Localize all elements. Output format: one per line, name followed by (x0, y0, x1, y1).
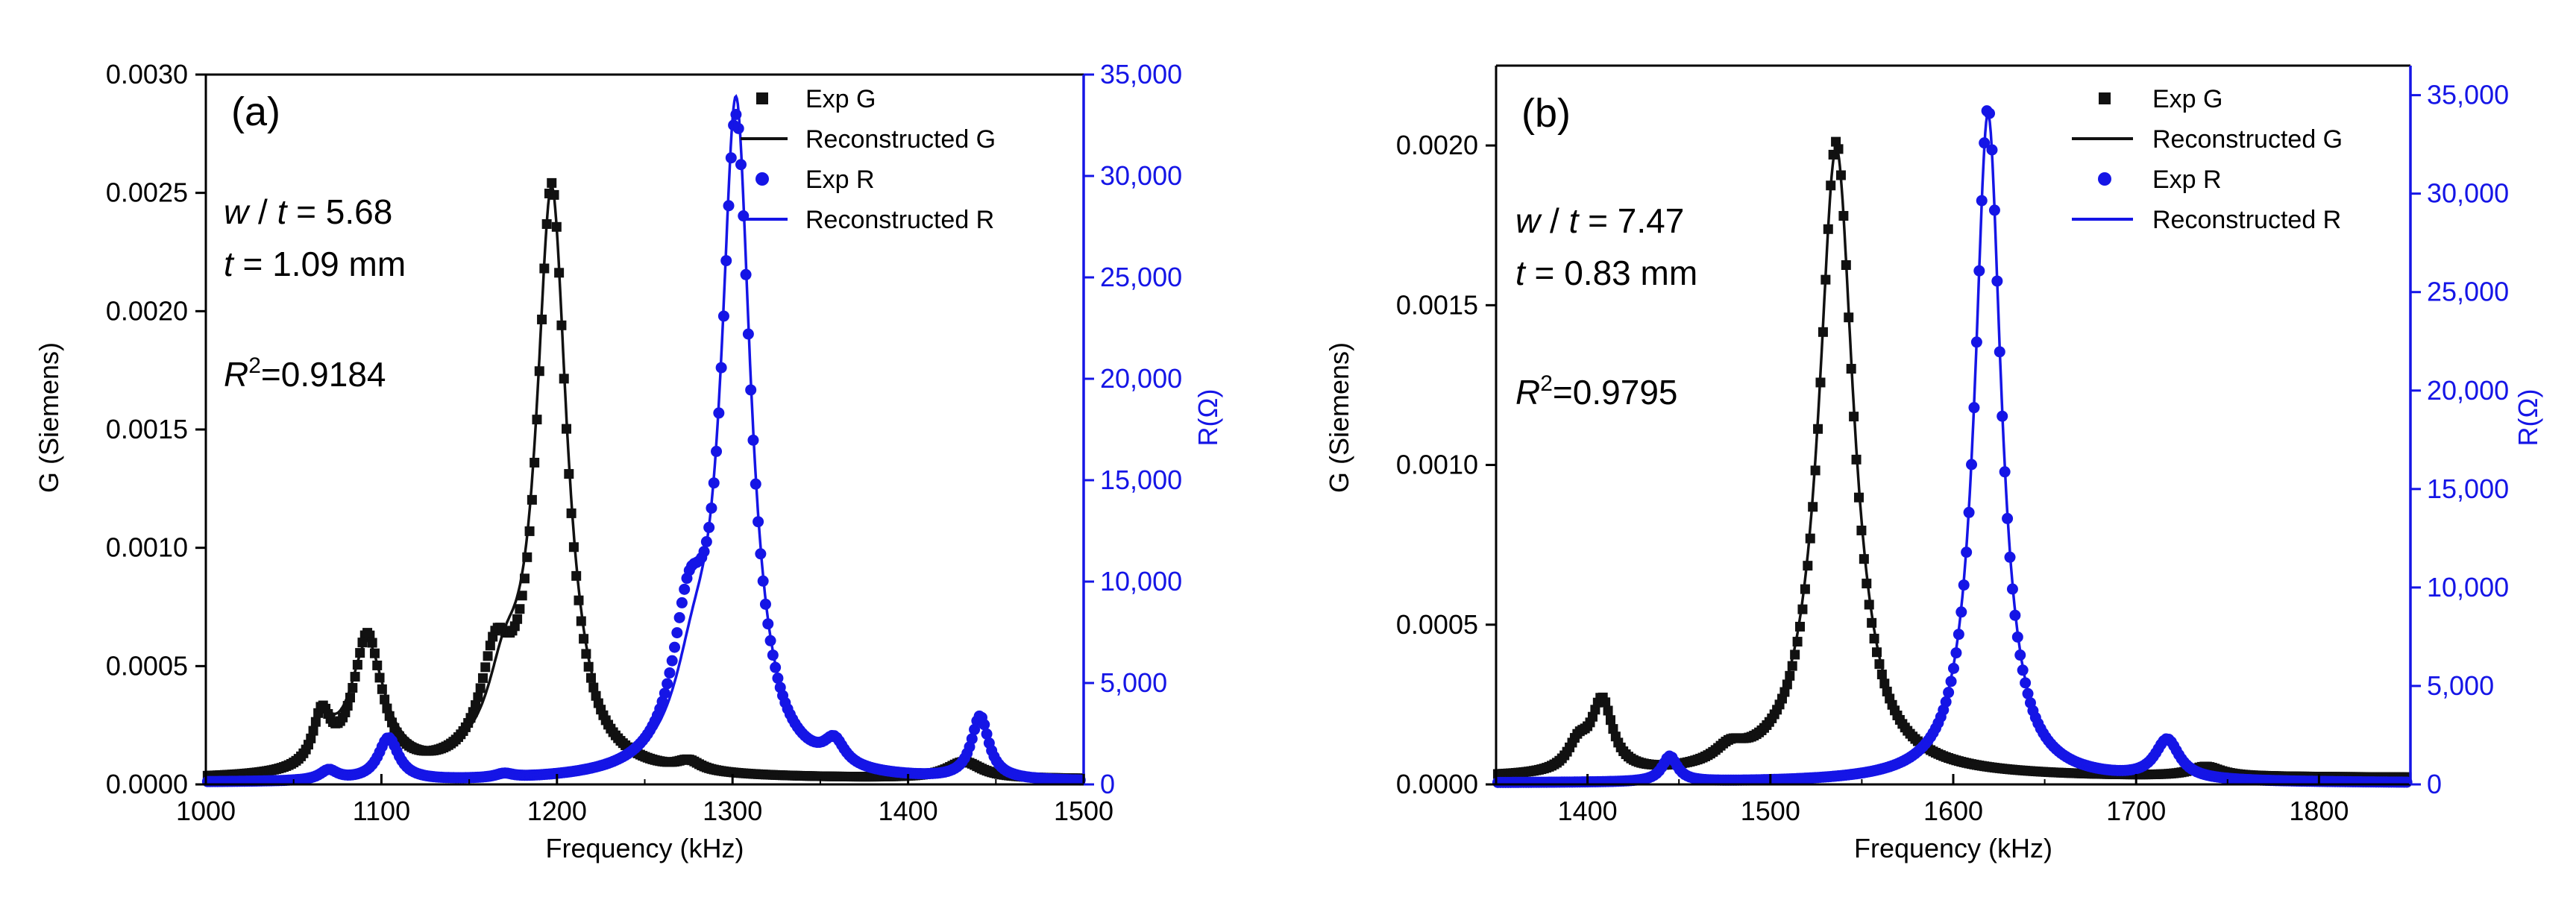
exp-g-point (475, 683, 486, 693)
x-tick-label: 1400 (1558, 796, 1618, 826)
y-tick-label: 0.0030 (106, 59, 188, 89)
exp-r-point (666, 655, 678, 667)
y2-tick-label: 10,000 (1100, 566, 1182, 597)
exp-r-point (664, 667, 676, 679)
y-axis-label: G (Siemens) (34, 342, 64, 493)
annotation-ratio: w / t = 5.68 (224, 192, 392, 231)
legend-label: Reconstructed G (2152, 125, 2343, 154)
x-tick-label: 1400 (879, 796, 938, 826)
legend: Exp G Reconstructed G Exp R Reconstructed R (741, 85, 996, 234)
x-axis-label: Frequency (kHz) (545, 833, 744, 863)
y-tick-label: 0.0000 (1396, 769, 1478, 799)
y2-tick-label: 15,000 (1100, 465, 1182, 495)
y2-tick-label: 25,000 (1100, 262, 1182, 292)
exp-r-point (676, 597, 688, 608)
x-tick-label: 1200 (527, 796, 587, 826)
x-tick-label: 1600 (1923, 796, 1983, 826)
reconstructed-r-line (1496, 110, 2410, 784)
x-tick-label: 1800 (2289, 796, 2349, 826)
y-tick-label: 0.0005 (106, 650, 188, 681)
legend-label: Reconstructed G (805, 125, 996, 154)
exp-g-point (365, 630, 375, 641)
legend-marker-circle (2098, 172, 2111, 186)
y-axis-label: G (Siemens) (1324, 342, 1354, 493)
legend-marker-circle (755, 172, 769, 186)
y-tick-label: 0.0015 (106, 414, 188, 444)
y2-tick-label: 20,000 (1100, 363, 1182, 394)
exp-r-point (671, 627, 683, 639)
exp-g-point (477, 673, 488, 683)
exp-g-point (515, 604, 525, 614)
annotation-ratio: w / t = 7.47 (1515, 201, 1684, 240)
exp-g-point (512, 614, 523, 624)
exp-g-point (517, 591, 527, 601)
legend-marker-square (756, 92, 768, 104)
exp-r-point (679, 583, 691, 595)
exp-r-point (673, 611, 685, 623)
y-tick-label: 0.0025 (106, 177, 188, 208)
y-tick-label: 0.0020 (106, 295, 188, 326)
x-tick-label: 1500 (1054, 796, 1113, 826)
exp-g-point (483, 651, 493, 661)
y-tick-label: 0.0020 (1396, 130, 1478, 160)
exp-g-point (1831, 136, 1841, 147)
y2-tick-label: 30,000 (2427, 178, 2509, 209)
annotation-r-squared: R2=0.9795 (1515, 371, 1677, 412)
y2-tick-label: 5,000 (2427, 670, 2494, 701)
legend-label: Exp R (805, 166, 875, 194)
y-tick-label: 0.0010 (1396, 450, 1478, 480)
y2-tick-label: 5,000 (1100, 667, 1167, 698)
exp-r-point (659, 687, 670, 699)
annotation-thickness: t = 1.09 mm (224, 245, 406, 283)
y2-tick-label: 15,000 (2427, 473, 2509, 504)
legend: Exp G Reconstructed G Exp R Reconstructed R (2072, 85, 2343, 234)
exp-r-point (669, 641, 681, 653)
legend-label: Exp R (2152, 166, 2222, 194)
y2-tick-label: 0 (1100, 769, 1115, 799)
y2-tick-label: 25,000 (2427, 277, 2509, 307)
y-tick-label: 0.0005 (1396, 609, 1478, 640)
y2-axis-label: R(Ω) (2513, 389, 2543, 447)
legend-marker-square (2099, 92, 2111, 104)
panel-b: 1400 1500 1600 1700 1800 0.0000 0.0005 0.0010 0.… (1324, 64, 2543, 863)
x-tick-label: 1100 (353, 796, 410, 826)
y2-tick-label: 30,000 (1100, 160, 1182, 191)
legend-label: Exp G (805, 85, 876, 113)
exp-r-point (662, 678, 673, 690)
exp-g-point (547, 177, 557, 188)
x-tick-label: 1300 (703, 796, 762, 826)
annotation-r-squared: R2=0.9184 (224, 353, 386, 394)
exp-g-point (471, 700, 481, 711)
annotation-thickness: t = 0.83 mm (1515, 254, 1697, 292)
legend-label: Reconstructed R (805, 206, 994, 234)
reconstructed-r-line (206, 94, 1084, 783)
legend-label: Reconstructed R (2152, 206, 2341, 234)
y2-tick-label: 35,000 (1100, 59, 1182, 89)
y-tick-label: 0.0015 (1396, 289, 1478, 320)
y-tick-label: 0.0010 (106, 532, 188, 563)
x-tick-label: 1000 (176, 796, 236, 826)
y2-tick-label: 20,000 (2427, 375, 2509, 406)
y2-tick-label: 35,000 (2427, 80, 2509, 110)
x-tick-label: 1700 (2106, 796, 2166, 826)
x-axis-label: Frequency (kHz) (1854, 833, 2052, 863)
panel-a: 1000 1100 1200 1300 1400 1500 0.0000 0.0005 0.00… (34, 59, 1223, 863)
y-tick-label: 0.0000 (106, 769, 188, 799)
y2-tick-label: 10,000 (2427, 572, 2509, 602)
exp-g-point (480, 662, 491, 673)
panel-label: (a) (231, 89, 280, 134)
panel-label: (b) (1521, 91, 1571, 136)
legend-label: Exp G (2152, 85, 2222, 113)
exp-g-point (473, 692, 483, 702)
exp-g-point (485, 641, 495, 651)
y2-tick-label: 0 (2427, 769, 2442, 799)
y2-axis-label: R(Ω) (1193, 389, 1223, 447)
x-tick-label: 1500 (1741, 796, 1800, 826)
